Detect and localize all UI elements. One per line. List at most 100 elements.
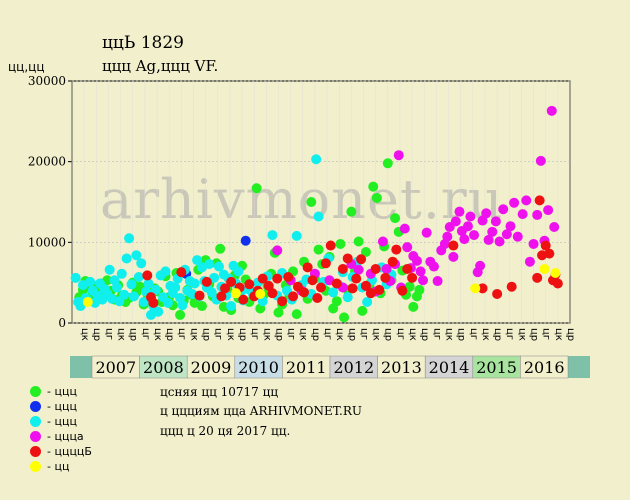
legend-label: - цццa (47, 430, 84, 443)
point-magenta (487, 226, 498, 237)
point-cyan (162, 297, 173, 308)
quarter-label: цр (310, 328, 321, 341)
point-cyan (192, 255, 203, 266)
quarter-labels: цк цр цг цк цр цг цк цр цг цк цр цг цк цр цг цк цр цг цк цр… (79, 328, 576, 341)
point-green (251, 183, 262, 194)
point-red (337, 263, 348, 274)
point-magenta (462, 221, 473, 232)
point-green (390, 213, 401, 224)
quarter-label: цг (176, 328, 187, 340)
quarter-label: цг (322, 328, 333, 340)
legend-dot-yellow (30, 461, 41, 472)
point-red (342, 253, 353, 264)
point-magenta (509, 197, 520, 208)
point-magenta (450, 216, 461, 227)
point-red (544, 248, 555, 259)
point-cyan (170, 282, 181, 293)
quarter-label: цк (371, 328, 382, 341)
point-green (331, 296, 342, 307)
legend-item: - цццa (30, 429, 92, 444)
year-label: 2014 (429, 358, 470, 377)
point-red (448, 240, 459, 251)
point-cyan (70, 272, 81, 283)
point-cyan (104, 264, 115, 275)
point-green (360, 247, 371, 258)
quarter-label: цг (103, 328, 114, 340)
point-magenta (459, 234, 470, 245)
point-red (148, 297, 159, 308)
point-magenta (377, 236, 388, 247)
legend-dot-green (30, 386, 41, 397)
point-magenta (393, 150, 404, 161)
legend-dot-magenta (30, 431, 41, 442)
point-cyan (342, 292, 353, 303)
watermark: arhivmonet.ru (100, 168, 504, 231)
point-magenta (432, 276, 443, 287)
point-green (339, 312, 350, 323)
point-cyan (291, 230, 302, 241)
point-magenta (535, 155, 546, 166)
point-red (288, 291, 299, 302)
band-cap-left (70, 356, 92, 378)
legend-label: - ццццБ (47, 445, 92, 458)
point-green (346, 206, 357, 217)
point-red (298, 287, 309, 298)
point-green (306, 197, 317, 207)
point-cyan (143, 278, 154, 289)
point-magenta (524, 256, 535, 267)
quarter-label: цк (261, 328, 272, 341)
year-label: 2011 (286, 358, 327, 377)
point-cyan (138, 297, 149, 308)
point-red (283, 272, 294, 283)
point-cyan (177, 300, 188, 311)
quarter-label: цг (213, 328, 224, 340)
point-red (397, 285, 408, 296)
point-red (506, 281, 517, 292)
point-cyan (160, 266, 171, 277)
quarter-label: цк (407, 328, 418, 341)
point-cyan (111, 282, 122, 293)
point-magenta (465, 211, 476, 222)
quarter-label: цг (249, 328, 260, 340)
point-red (220, 283, 231, 294)
point-red (552, 278, 563, 289)
point-magenta (421, 227, 432, 238)
quarter-label: цг (395, 328, 406, 340)
y-ticks: 0 10000 20000 30000 (28, 74, 66, 330)
point-magenta (549, 222, 560, 233)
point-green (273, 307, 284, 318)
quarter-label: цк (152, 328, 163, 341)
point-green (353, 236, 364, 247)
point-cyan (153, 306, 164, 317)
point-magenta (498, 204, 509, 215)
point-red (201, 276, 212, 287)
point-cyan (189, 278, 200, 289)
quarter-label: цр (383, 328, 394, 341)
point-magenta (481, 208, 492, 219)
point-red (477, 283, 488, 294)
point-red (380, 272, 391, 283)
point-cyan (311, 154, 322, 165)
quarter-label: цк (480, 328, 491, 341)
point-red (351, 273, 362, 284)
point-red (316, 282, 326, 293)
legend-label: - цц (47, 460, 70, 473)
point-magenta (543, 205, 554, 216)
point-magenta (490, 216, 501, 227)
point-magenta (475, 260, 486, 271)
year-label: 2013 (381, 358, 422, 377)
point-red (257, 273, 268, 284)
point-yellow (470, 283, 481, 294)
quarter-label: цг (541, 328, 552, 340)
quarter-label: цк (79, 328, 90, 341)
legend-item: - ццц (30, 399, 92, 414)
year-label: 2015 (476, 358, 517, 377)
point-magenta (483, 234, 494, 245)
point-red (142, 270, 153, 281)
legend: - ццц - ццц - ццц - цццa - ццццБ - цц (30, 384, 92, 474)
point-red (374, 284, 385, 295)
point-cyan (204, 259, 215, 270)
quarter-label: цг (468, 328, 479, 340)
point-magenta (418, 275, 429, 286)
point-cyan (233, 266, 244, 277)
